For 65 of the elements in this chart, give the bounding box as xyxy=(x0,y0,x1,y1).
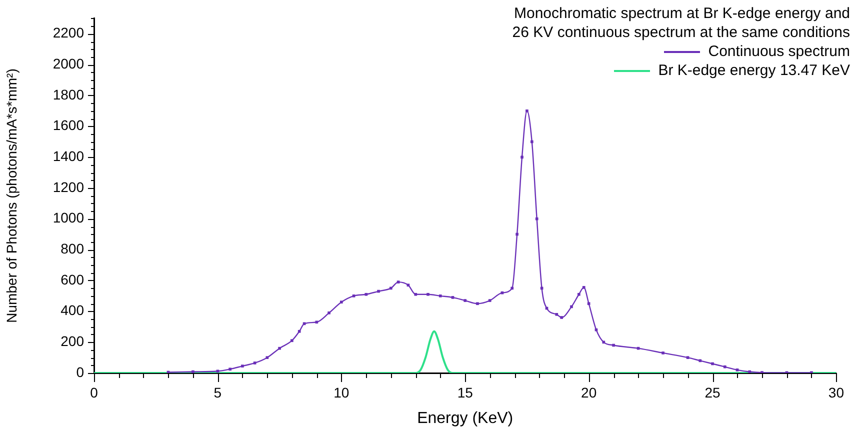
y-tick-label: 1400 xyxy=(52,148,84,164)
point xyxy=(488,299,492,302)
legend-label: Br K-edge energy 13.47 KeV xyxy=(658,61,850,80)
point xyxy=(396,280,400,284)
x-tick-label: 10 xyxy=(334,384,350,400)
point xyxy=(570,305,573,308)
point xyxy=(587,302,590,306)
point xyxy=(414,292,418,296)
x-axis-title: Energy (KeV) xyxy=(417,410,514,427)
point xyxy=(290,339,294,342)
legend-title: Monochromatic spectrum at Br K-edge energy and 26 KV continuous spectrum at the same conditions xyxy=(512,4,850,42)
point xyxy=(298,330,301,333)
y-tick-label: 2200 xyxy=(52,24,84,41)
point xyxy=(578,292,580,296)
x-tick-label: 0 xyxy=(90,384,98,400)
x-tick-label: 20 xyxy=(581,384,597,400)
point xyxy=(406,284,410,287)
y-tick-label: 600 xyxy=(60,271,84,288)
y-axis-title: Number of Photons (photons/mA*s*mm²) xyxy=(3,68,20,323)
point xyxy=(736,368,739,372)
point xyxy=(464,299,467,302)
point xyxy=(530,140,534,144)
x-tick-label: 15 xyxy=(457,384,474,400)
point xyxy=(377,290,380,293)
point xyxy=(451,296,454,299)
y-tick-label: 1200 xyxy=(52,178,84,195)
legend-label: Continuous spectrum xyxy=(708,42,850,61)
point xyxy=(438,294,442,298)
y-tick-label: 200 xyxy=(60,333,84,350)
y-tick-label: 1800 xyxy=(52,86,84,102)
point xyxy=(535,217,538,220)
point xyxy=(516,232,518,236)
point xyxy=(253,362,256,364)
point xyxy=(352,294,356,298)
point xyxy=(698,359,702,362)
point xyxy=(364,292,368,296)
point xyxy=(612,344,615,347)
x-tick-label: 5 xyxy=(214,384,222,400)
point xyxy=(520,156,524,159)
point xyxy=(555,313,558,316)
y-tick-label: 0 xyxy=(76,364,84,380)
point xyxy=(315,320,318,324)
point xyxy=(266,356,269,359)
y-tick-label: 400 xyxy=(60,302,84,318)
point xyxy=(510,286,514,290)
x-tick-label: 30 xyxy=(828,384,844,400)
point xyxy=(748,370,752,373)
y-tick-label: 1600 xyxy=(52,117,84,134)
point xyxy=(711,362,714,366)
y-tick-label: 1000 xyxy=(52,210,84,226)
point xyxy=(723,365,726,368)
point xyxy=(216,370,220,373)
x-tick-label: 25 xyxy=(704,384,721,400)
point xyxy=(389,286,392,290)
point xyxy=(192,370,194,373)
point xyxy=(228,368,232,371)
y-tick-label: 2000 xyxy=(52,56,84,72)
point xyxy=(476,302,479,306)
point xyxy=(426,292,430,296)
point xyxy=(278,346,281,350)
point xyxy=(686,356,690,359)
point xyxy=(602,340,606,344)
point xyxy=(328,311,330,314)
point xyxy=(582,286,586,289)
y-tick-label: 800 xyxy=(60,240,84,257)
